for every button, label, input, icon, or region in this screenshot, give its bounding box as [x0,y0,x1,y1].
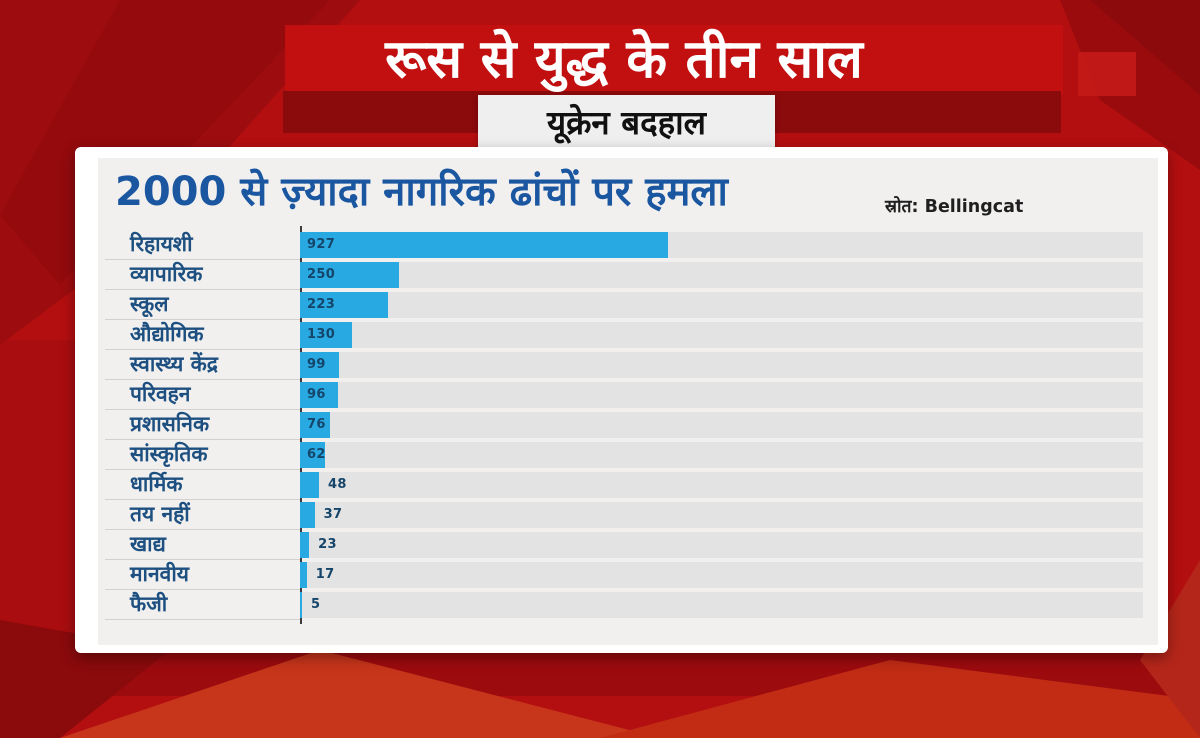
value-label: 250 [307,267,336,282]
bar: 96 [300,382,339,408]
bar: 223 [300,292,389,318]
background-facet-bottom-orange-1 [60,650,660,738]
bar-track: 48 [300,472,1143,498]
value-label-outside: 17 [315,567,335,582]
background-facet-bottom-band [0,650,1200,696]
bar-track: 62 [300,442,1143,468]
bar: 76 [300,412,331,438]
value-label-outside: 23 [318,537,337,552]
chart-row: स्वास्थ्य केंद्र 99 [105,350,1143,380]
chart-row: औद्योगिक 130 [105,320,1143,350]
chart-row: धार्मिक 48 [105,470,1143,500]
chart-card: 2000 से ज़्यादा नागरिक ढांचों पर हमला स्… [75,147,1168,653]
value-label: 99 [307,357,326,372]
background-facet-top-right [1060,0,1200,170]
background-facet-bottom-orange-2 [600,660,1200,738]
value-label: 76 [307,417,326,432]
value-label: 130 [307,327,336,342]
category-label: सांस्कृतिक [105,440,300,470]
value-label: 927 [307,237,336,252]
chart-row: रिहायशी 927 [105,230,1143,260]
category-label: प्रशासनिक [105,410,300,440]
chart-row: सांस्कृतिक 62 [105,440,1143,470]
chart-row: प्रशासनिक 76 [105,410,1143,440]
value-label-outside: 5 [310,597,321,612]
category-label: व्यापारिक [105,260,300,290]
bar: 250 [300,262,400,288]
chart-title: 2000 से ज़्यादा नागरिक ढांचों पर हमला [115,169,728,215]
bar-track: 99 [300,352,1143,378]
value-label: 96 [307,387,326,402]
category-label: मानवीय [105,560,300,590]
chart-panel: 2000 से ज़्यादा नागरिक ढांचों पर हमला स्… [98,158,1158,645]
chart-row: मानवीय 17 [105,560,1143,590]
chart-row: स्कूल 223 [105,290,1143,320]
chart-row: फैजी 5 [105,590,1143,620]
chart-row: व्यापारिक 250 [105,260,1143,290]
bar-track: 37 [300,502,1143,528]
category-label: स्वास्थ्य केंद्र [105,350,300,380]
bar-track: 96 [300,382,1143,408]
bar-track: 927 [300,232,1143,258]
category-label: तय नहीं [105,500,300,530]
category-label: धार्मिक [105,470,300,500]
category-label: परिवहन [105,380,300,410]
subtitle-box: यूक्रेन बदहाल [478,95,775,148]
headline: रूस से युद्ध के तीन साल [385,29,863,90]
bar: 130 [300,322,352,348]
bar [300,502,315,528]
category-label: स्कूल [105,290,300,320]
background-facet-top-right-dark [1090,0,1200,95]
bar-track: 223 [300,292,1143,318]
bar: 927 [300,232,668,258]
value-label: 223 [307,297,336,312]
bar: 99 [300,352,340,378]
bar-track: 17 [300,562,1143,588]
bar [300,472,320,498]
bar-chart: रिहायशी 927 व्यापारिक 250 स्कूल 223 औद्य… [105,230,1143,620]
value-label-outside: 37 [323,507,343,522]
bar-track: 23 [300,532,1143,558]
category-label: रिहायशी [105,230,300,260]
bar [300,592,302,618]
bar-track: 130 [300,322,1143,348]
category-label: फैजी [105,590,300,620]
background-facet-left-strip [0,340,75,652]
chart-row: परिवहन 96 [105,380,1143,410]
bar: 62 [300,442,325,468]
subtitle-text: यूक्रेन बदहाल [546,103,707,142]
background-facet-top-right-bright [1078,52,1136,96]
category-label: खाद्य [105,530,300,560]
chart-row: तय नहीं 37 [105,500,1143,530]
bar [300,532,310,558]
value-label: 62 [307,447,326,462]
category-label: औद्योगिक [105,320,300,350]
headline-band [285,25,1063,95]
bar-track: 5 [300,592,1143,618]
source-label: स्रोत: Bellingcat [885,197,1024,217]
chart-row: खाद्य 23 [105,530,1143,560]
value-label-outside: 48 [328,477,347,492]
bar-track: 76 [300,412,1143,438]
bar [300,562,307,588]
bar-track: 250 [300,262,1143,288]
